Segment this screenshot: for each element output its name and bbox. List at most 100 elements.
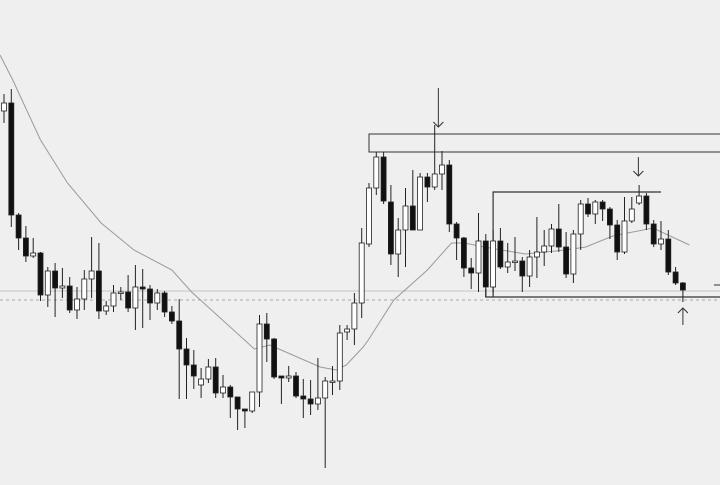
candle-body [183,348,190,366]
candles [1,89,686,468]
candle-body [212,366,219,394]
candle-body [117,291,124,294]
candle-body [658,238,664,245]
bull-candle [366,183,372,247]
bear-candle [614,220,621,260]
arrow-down-icon [633,157,644,177]
bull-candle [198,368,205,398]
bear-candle [96,243,102,319]
bear-candle [37,252,44,301]
candle-body [482,240,489,288]
bull-candle [577,200,584,250]
bear-candle [22,226,29,262]
candle-body [672,271,679,284]
bull-candle [636,185,642,205]
candle-body [431,173,438,188]
candle-body [592,201,599,215]
candle-body [439,164,445,175]
bear-candle [453,222,460,260]
candle-body [147,288,153,304]
candle-body [278,375,285,379]
bull-candle [373,152,380,195]
bull-candle [658,221,664,250]
candle-body [190,364,197,377]
bear-candle [15,213,22,250]
bull-candle [504,243,511,273]
bear-candle [183,338,190,399]
candle-body [424,176,431,188]
bear-candle [607,207,613,239]
candle-body [577,203,584,235]
candle-body [555,228,562,248]
bull-candle [81,270,88,310]
bull-candle [395,218,402,277]
candle-body [307,398,314,405]
bull-candle [322,377,329,468]
candle-body [74,298,80,311]
bull-candle [431,125,438,190]
bull-candle [154,289,161,310]
bear-candle [643,193,650,230]
candle-body [665,238,672,273]
bear-candle [271,338,278,379]
candle-body [256,323,263,393]
candle-body [66,285,73,311]
candle-body [402,205,409,231]
candle-body [103,305,110,312]
bear-candle [190,350,197,389]
candle-body [22,237,29,257]
bull-candle [314,358,321,410]
candle-body [512,260,518,263]
bull-candle [336,325,343,390]
arrow-down-icon [432,88,444,128]
bull-candle [628,197,635,223]
candle-body [336,332,343,382]
bear-candle [263,313,270,362]
bear-candle [409,170,416,231]
bear-candle [147,285,153,320]
bull-candle [439,151,445,190]
arrow-head [432,121,444,128]
candle-body [176,320,183,350]
bear-candle [161,291,168,317]
candle-body [643,195,650,225]
bull-candle [220,375,226,398]
candle-body [541,245,548,253]
bear-candle [563,232,569,278]
bull-candle [249,391,256,413]
bear-candle [307,380,314,415]
bear-candle [66,277,73,313]
candle-body [680,282,686,291]
bear-candle [585,198,591,217]
bull-candle [285,366,292,382]
candle-body [358,242,365,304]
bear-candle [176,299,183,399]
arrow-head [677,307,689,314]
candle-body [154,292,161,304]
candle-body [271,338,278,378]
bull-candle [1,94,7,123]
candle-body [417,176,424,231]
candle-body [249,391,256,412]
bear-candle [168,306,175,324]
bear-candle [52,263,58,317]
bear-candle [227,385,234,418]
bear-candle [482,234,489,297]
candle-body [409,205,416,231]
candle-body [132,286,139,309]
candle-body [387,201,394,255]
candle-body [621,220,628,253]
candle-body [37,252,44,296]
candle-body [504,261,511,268]
bull-candle [103,301,110,315]
candle-body [636,195,642,204]
bull-candle [132,265,139,330]
candle-body [52,270,58,289]
candle-body [205,366,212,380]
bear-candle [555,204,562,252]
bull-candle [30,238,37,258]
candle-body [220,386,226,394]
candle-body [351,302,358,330]
